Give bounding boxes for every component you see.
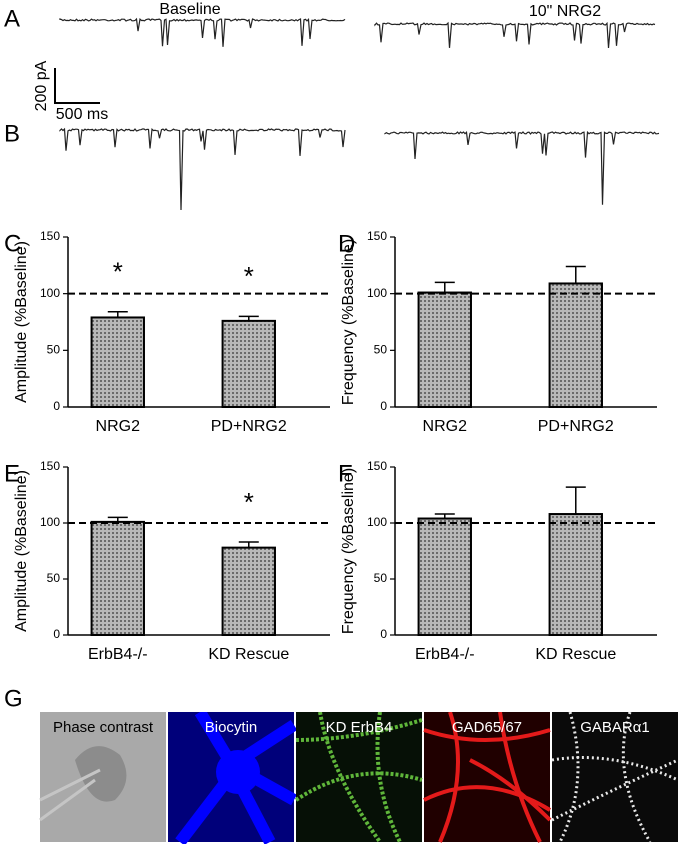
y-tick-label: 150 — [367, 459, 387, 473]
y-tick-label: 100 — [40, 515, 60, 529]
panel-letter: E — [4, 460, 20, 487]
bar — [221, 319, 276, 408]
x-tick-label: ErbB4-/- — [88, 646, 148, 663]
x-tick-label: KD Rescue — [208, 646, 289, 663]
cell — [75, 746, 127, 802]
panel-letter: B — [4, 120, 20, 147]
bar — [90, 316, 145, 409]
x-tick-label: PD+NRG2 — [211, 418, 287, 435]
scale-bar — [54, 68, 100, 104]
y-tick-label: 0 — [380, 399, 387, 413]
panel-letter: G — [4, 685, 23, 712]
puncta — [551, 712, 678, 843]
panel-letter: A — [4, 5, 20, 32]
significance: * — [113, 257, 123, 287]
image-label: Phase contrast — [53, 719, 154, 736]
image — [552, 712, 678, 842]
panel-letter: F — [338, 460, 353, 487]
error-bar — [565, 486, 586, 515]
y-axis-label: Amplitude (%Baseline) — [13, 241, 30, 403]
trace — [59, 17, 346, 47]
significance: * — [244, 261, 254, 291]
soma — [216, 750, 260, 794]
x-tick-label: NRG2 — [423, 418, 468, 435]
y-tick-label: 150 — [40, 229, 60, 243]
y-axis-label: Frequency (%Baseline) — [340, 468, 357, 634]
trace-label: 10" NRG2 — [529, 3, 601, 20]
panel-letter: C — [4, 230, 21, 257]
trace — [374, 21, 656, 49]
panel-letter: D — [338, 230, 355, 257]
y-tick-label: 100 — [367, 286, 387, 300]
significance: * — [244, 487, 254, 517]
y-tick-label: 150 — [40, 459, 60, 473]
y-tick-label: 0 — [53, 399, 60, 413]
y-tick-label: 50 — [374, 343, 388, 357]
y-axis-label: Amplitude (%Baseline) — [13, 470, 30, 632]
bar — [548, 513, 603, 636]
x-tick-label: ErbB4-/- — [415, 646, 475, 663]
y-tick-label: 50 — [374, 571, 388, 585]
streak — [39, 768, 101, 822]
y-axis-label: Frequency (%Baseline) — [340, 239, 357, 405]
bar — [417, 291, 472, 408]
image-label: KD ErbB4 — [326, 719, 393, 736]
y-tick-label: 0 — [380, 627, 387, 641]
image-label: GABARα1 — [580, 719, 650, 736]
x-tick-label: NRG2 — [96, 418, 141, 435]
x-tick-label: KD Rescue — [535, 646, 616, 663]
y-tick-label: 0 — [53, 627, 60, 641]
fiber — [423, 712, 552, 843]
bar — [90, 520, 145, 637]
y-tick-label: 150 — [367, 229, 387, 243]
y-tick-label: 100 — [40, 286, 60, 300]
image-label: GAD65/67 — [452, 719, 522, 736]
bar — [548, 282, 603, 409]
error-bar — [434, 281, 455, 293]
image-label: Biocytin — [205, 719, 258, 736]
bar — [221, 546, 276, 637]
dendrite — [294, 712, 423, 844]
scale-y-label: 200 pA — [33, 60, 50, 111]
trace — [384, 130, 660, 205]
y-tick-label: 50 — [47, 571, 61, 585]
y-tick-label: 50 — [47, 343, 61, 357]
scale-x-label: 500 ms — [56, 106, 108, 123]
trace-label: Baseline — [159, 1, 220, 18]
x-tick-label: PD+NRG2 — [538, 418, 614, 435]
micrographs — [39, 712, 678, 844]
y-tick-label: 100 — [367, 515, 387, 529]
bar — [417, 517, 472, 637]
trace — [59, 127, 346, 211]
traces — [59, 17, 660, 211]
error-bar — [565, 265, 586, 284]
